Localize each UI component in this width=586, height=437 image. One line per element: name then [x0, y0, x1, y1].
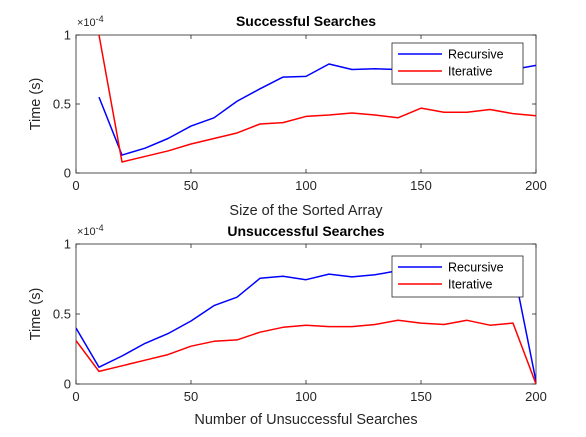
y-tick-label: 0.5	[53, 307, 71, 322]
legend-label-iterative: Iterative	[448, 278, 493, 292]
y-exponent-power: -4	[96, 223, 104, 233]
y-axis-label: Time (s)	[28, 288, 44, 341]
x-tick-label: 200	[525, 389, 547, 404]
legend-label-iterative: Iterative	[448, 65, 493, 79]
x-tick-label: 200	[525, 178, 547, 193]
legend-box	[391, 42, 524, 85]
x-axis-label: Number of Unsuccessful Searches	[194, 412, 417, 428]
chart-panel-1: 0 50 100 150 200 0 0.5 1 ×10-4 Successful Searche…	[28, 13, 547, 219]
chart-title: Unsuccessful Searches	[227, 223, 384, 239]
x-axis-label: Size of the Sorted Array	[229, 203, 383, 219]
x-tick-label: 50	[184, 389, 198, 404]
y-tick-label: 1	[64, 28, 71, 43]
y-exponent-base: ×10	[77, 17, 96, 29]
x-tick-label: 0	[72, 389, 79, 404]
x-tick-label: 150	[410, 389, 432, 404]
series-line-iterative	[98, 35, 536, 163]
legend-box	[391, 255, 524, 298]
x-tick-label: 50	[184, 178, 198, 193]
x-tick-label: 0	[72, 178, 79, 193]
x-tick-label: 150	[410, 178, 432, 193]
y-tick-label: 0	[64, 166, 71, 181]
y-exponent-base: ×10	[77, 226, 96, 238]
x-tick-label: 100	[295, 389, 317, 404]
y-tick-label: 0	[64, 377, 71, 392]
legend: Recursive Iterative	[391, 255, 524, 298]
legend-label-recursive: Recursive	[448, 48, 504, 62]
y-exponent-label: ×10-4	[77, 14, 104, 29]
y-tick-label: 0.5	[53, 97, 71, 112]
y-exponent-label: ×10-4	[77, 223, 104, 238]
legend: Recursive Iterative	[391, 42, 524, 85]
y-tick-label: 1	[64, 237, 71, 252]
chart-title: Successful Searches	[236, 13, 376, 29]
y-exponent-power: -4	[96, 14, 104, 24]
chart-panel-2: 0 50 100 150 200 0 0.5 1 ×10-4 Unsuccessful Searc…	[28, 223, 547, 428]
legend-label-recursive: Recursive	[448, 261, 504, 275]
series-line-iterative	[76, 319, 536, 384]
x-tick-label: 100	[295, 178, 317, 193]
y-axis-label: Time (s)	[28, 78, 44, 131]
